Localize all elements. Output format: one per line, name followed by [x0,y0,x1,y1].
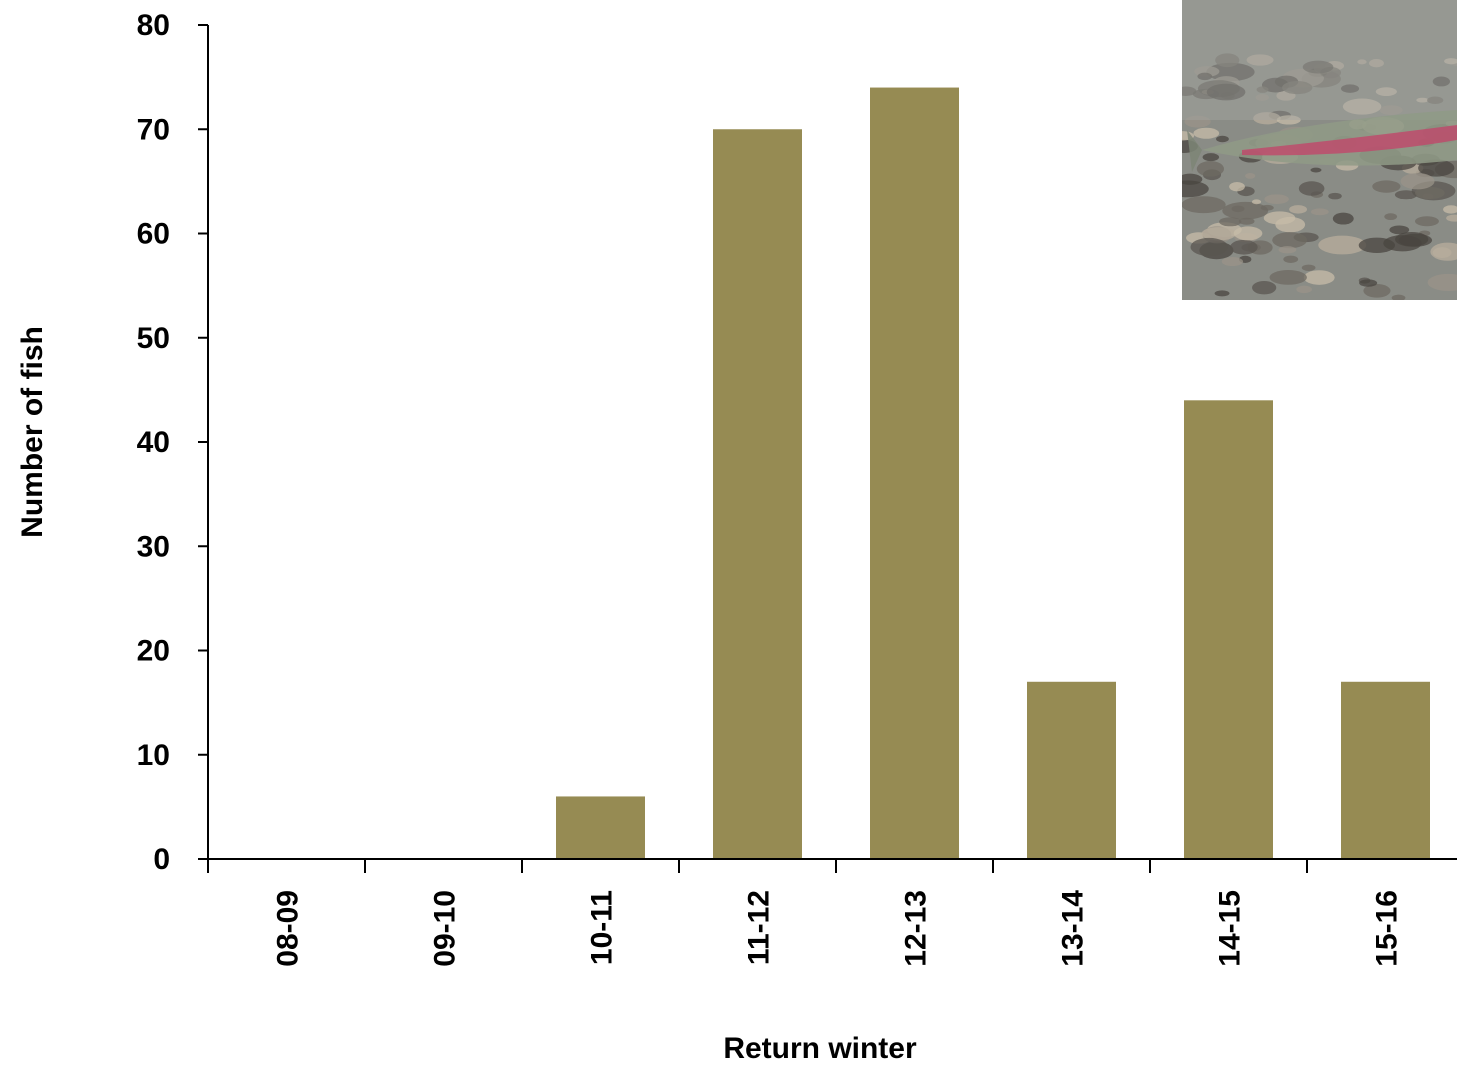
y-tick-label: 30 [137,530,170,563]
x-tick-label: 14-15 [1214,890,1247,967]
x-tick-label: 10-11 [586,890,619,965]
fish-photo-icon [1182,0,1457,300]
y-tick-label: 0 [153,843,170,876]
bars-group [556,87,1430,860]
y-tick-label: 40 [137,426,170,459]
bar-15-16 [1341,681,1430,859]
y-tick-label: 50 [137,322,170,355]
x-tick-label: 08-09 [272,890,305,967]
y-tick-label: 60 [137,218,170,251]
bar-13-14 [1027,681,1116,859]
y-tick-label: 10 [137,739,170,772]
x-tick-label: 09-10 [429,890,462,967]
x-axis-title: Return winter [723,1032,917,1065]
bar-11-12 [713,129,802,859]
bar-12-13 [870,87,959,860]
x-tick-label: 13-14 [1057,890,1090,967]
x-ticks-group: 08-09 09-10 10-11 11-12 12-13 13-14 14-15 15-16 [207,859,1404,967]
bar-10-11 [556,796,645,859]
x-tick-label: 11-12 [743,890,776,965]
y-tick-label: 70 [137,113,170,146]
x-tick-label: 15-16 [1371,890,1404,967]
x-tick-label: 12-13 [900,890,933,967]
bar-14-15 [1184,400,1273,859]
inset-photo [1182,0,1457,300]
y-tick-label: 20 [137,635,170,668]
y-tick-label: 80 [137,9,170,42]
y-axis-title: Number of fish [16,326,49,538]
y-ticks-group: 0 10 20 30 40 50 60 70 80 [137,9,208,876]
